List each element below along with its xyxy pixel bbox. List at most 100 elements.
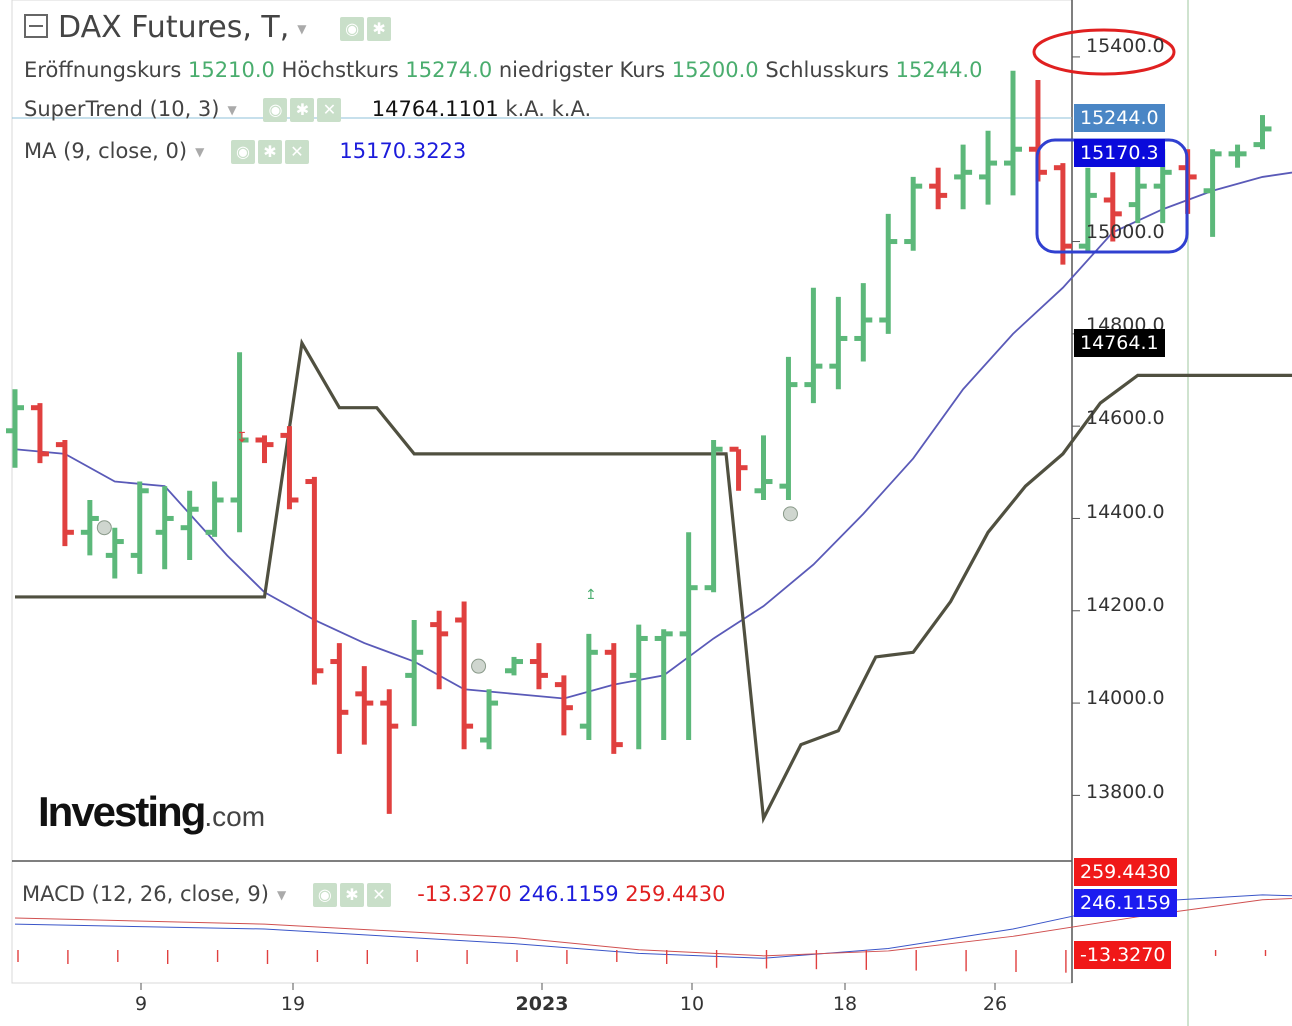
low-label: niedrigster Kurs xyxy=(498,58,666,82)
ohlc-bar[interactable] xyxy=(480,689,499,750)
ohlc-bar[interactable] xyxy=(330,643,349,754)
ohlc-bar[interactable] xyxy=(6,389,24,468)
ohlc-bar[interactable] xyxy=(854,283,873,362)
chevron-down-icon[interactable]: ▼ xyxy=(276,888,287,902)
ohlc-bar[interactable] xyxy=(1203,149,1222,237)
macd-signal-tag: 259.4430 xyxy=(1074,858,1177,886)
ma-row: MA (9, close, 0) ▼ ◉ ✱ ✕ 15170.3223 xyxy=(24,139,466,164)
ohlc-bar[interactable] xyxy=(1253,115,1272,150)
gear-icon[interactable]: ✱ xyxy=(339,883,364,907)
ohlc-bar[interactable] xyxy=(55,440,74,547)
ohlc-bar[interactable] xyxy=(1128,163,1147,224)
eye-icon[interactable]: ◉ xyxy=(312,883,337,907)
chevron-down-icon[interactable]: ▼ xyxy=(227,103,237,117)
price-tick-label: 15000.0 xyxy=(1086,221,1165,243)
ohlc-bar[interactable] xyxy=(1103,172,1122,242)
ohlc-bar[interactable] xyxy=(305,476,324,685)
x-tick-label: 10 xyxy=(679,993,705,1015)
ohlc-bar[interactable] xyxy=(604,643,623,754)
ohlc-bar[interactable] xyxy=(729,446,748,491)
supertrend-price-tag: 14764.1 xyxy=(1074,329,1165,357)
ohlc-bar[interactable] xyxy=(704,440,723,593)
ohlc-bar[interactable] xyxy=(130,481,149,574)
macd-hist-value: -13.3270 xyxy=(417,882,512,906)
ohlc-bar[interactable] xyxy=(954,144,973,210)
annotation-red-ellipse xyxy=(1032,28,1176,76)
close-icon[interactable]: ✕ xyxy=(317,98,342,122)
macd-name[interactable]: MACD (12, 26, close, 9) xyxy=(22,882,269,906)
supertrend-line xyxy=(15,338,1292,825)
high-value: 15274.0 xyxy=(405,58,493,82)
ohlc-bar[interactable] xyxy=(280,426,299,510)
macd-line-tag: 246.1159 xyxy=(1074,889,1177,917)
eye-icon[interactable]: ◉ xyxy=(340,16,365,41)
chart-title-row: DAX Futures, T, ▼ ◉ ✱ xyxy=(24,10,394,45)
ohlc-bar[interactable] xyxy=(405,620,424,727)
ohlc-bar[interactable] xyxy=(679,532,698,740)
ohlc-bar[interactable] xyxy=(430,610,449,690)
ohlc-bar[interactable] xyxy=(1004,70,1022,196)
price-tick-label: 14400.0 xyxy=(1086,501,1165,523)
gear-icon[interactable]: ✱ xyxy=(367,16,392,41)
ohlc-bar[interactable] xyxy=(654,629,673,740)
eye-icon[interactable]: ◉ xyxy=(263,98,288,122)
signal-marker xyxy=(782,506,798,522)
price-tick-label: 14000.0 xyxy=(1086,687,1165,709)
ohlc-bar[interactable] xyxy=(629,624,648,750)
ohlc-bar[interactable] xyxy=(1228,144,1247,168)
ohlc-bar[interactable] xyxy=(1053,163,1072,265)
ohlc-bar[interactable] xyxy=(205,481,224,537)
ohlc-bar[interactable] xyxy=(355,666,374,745)
ohlc-bar[interactable] xyxy=(554,675,573,736)
last-price-tag: 15244.0 xyxy=(1074,104,1165,132)
signal-marker xyxy=(96,520,112,536)
supertrend-extra-2: k.A. xyxy=(551,97,592,121)
ohlc-bar[interactable] xyxy=(455,601,474,750)
ma-line xyxy=(14,171,1292,700)
close-value: 15244.0 xyxy=(895,58,983,82)
ohlc-bar[interactable] xyxy=(779,356,798,500)
ohlc-bar[interactable] xyxy=(230,352,249,533)
ohlc-bar[interactable] xyxy=(255,435,274,464)
ohlc-bar[interactable] xyxy=(979,130,998,205)
ohlc-bar[interactable] xyxy=(754,435,773,500)
macd-signal-value: 259.4430 xyxy=(625,882,726,906)
ohlc-bar[interactable] xyxy=(904,176,923,251)
eye-icon[interactable]: ◉ xyxy=(230,140,255,164)
ohlc-bar[interactable] xyxy=(105,527,124,579)
ohlc-bar[interactable] xyxy=(804,287,823,404)
gear-icon[interactable]: ✱ xyxy=(290,98,315,122)
ohlc-bar[interactable] xyxy=(505,656,523,676)
ohlc-bar[interactable] xyxy=(155,486,174,570)
buy-signal-arrow: ↥ xyxy=(585,587,597,603)
ohlc-bar[interactable] xyxy=(579,633,598,740)
gear-icon[interactable]: ✱ xyxy=(257,140,282,164)
close-label: Schlusskurs xyxy=(765,58,889,82)
signal-marker xyxy=(471,658,487,674)
macd-row: MACD (12, 26, close, 9) ▼ ◉ ✱ ✕ -13.3270 24… xyxy=(22,882,725,907)
macd-line-value: 246.1159 xyxy=(518,882,619,906)
ohlc-bar[interactable] xyxy=(30,403,49,464)
price-tick-label: 13800.0 xyxy=(1086,781,1165,803)
ohlc-bar[interactable] xyxy=(829,296,848,390)
x-tick-label: 19 xyxy=(280,993,306,1015)
ohlc-bar[interactable] xyxy=(380,689,399,814)
collapse-icon[interactable] xyxy=(24,13,48,38)
close-icon[interactable]: ✕ xyxy=(366,883,391,907)
chevron-down-icon[interactable]: ▼ xyxy=(195,145,205,159)
ohlc-bar[interactable] xyxy=(1078,167,1097,251)
chevron-down-icon[interactable]: ▼ xyxy=(297,21,307,36)
close-icon[interactable]: ✕ xyxy=(284,140,309,164)
ohlc-bar[interactable] xyxy=(929,167,948,210)
ohlc-bar[interactable] xyxy=(879,213,898,334)
ohlc-bar[interactable] xyxy=(529,643,548,690)
ohlc-bar[interactable] xyxy=(180,490,199,560)
sell-signal-arrow: ↧ xyxy=(236,430,248,446)
investing-logo: Investing.com xyxy=(38,788,265,836)
ma-name[interactable]: MA (9, close, 0) xyxy=(24,139,188,163)
x-tick-label: 18 xyxy=(832,993,858,1015)
ohlc-bar[interactable] xyxy=(80,500,99,556)
supertrend-name[interactable]: SuperTrend (10, 3) xyxy=(24,97,220,121)
open-label: Eröffnungskurs xyxy=(24,58,182,82)
